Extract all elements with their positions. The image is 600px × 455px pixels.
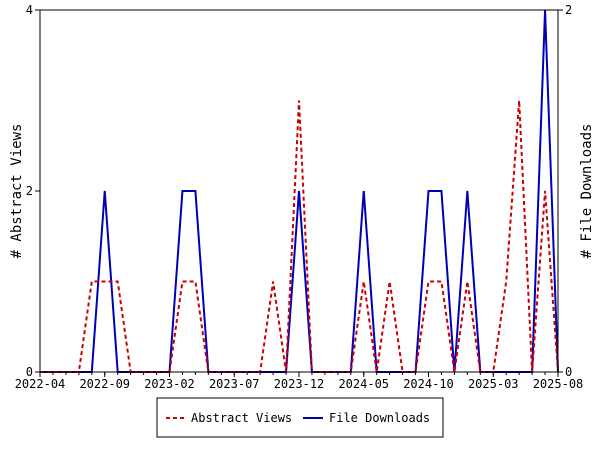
x-tick-label: 2023-07 [209,377,260,391]
x-tick-label: 2024-10 [403,377,454,391]
y-tick-label: 2 [26,184,33,198]
legend-label-abstract-views: Abstract Views [191,411,292,425]
x-tick-label: 2022-04 [15,377,66,391]
x-tick-label: 2025-03 [468,377,519,391]
y2-axis-label: # File Downloads [579,124,595,259]
y-tick-label: 0 [26,365,33,379]
legend-box [156,397,444,438]
x-tick-label: 2025-08 [533,377,584,391]
y2-tick-label: 0 [565,365,572,379]
y-axis-label: # Abstract Views [9,124,25,259]
y2-tick-label: 2 [565,3,572,17]
x-tick-label: 2024-05 [338,377,389,391]
series-line-abstract-views [40,100,559,373]
plot-frame [39,9,559,373]
series-line-file-downloads [40,9,559,373]
x-tick-label: 2023-12 [274,377,325,391]
legend: Abstract Views File Downloads [156,397,444,438]
y-tick-label: 4 [26,3,33,17]
x-tick-label: 2022-09 [79,377,130,391]
x-tick-label: 2023-02 [144,377,195,391]
legend-label-file-downloads: File Downloads [329,411,430,425]
